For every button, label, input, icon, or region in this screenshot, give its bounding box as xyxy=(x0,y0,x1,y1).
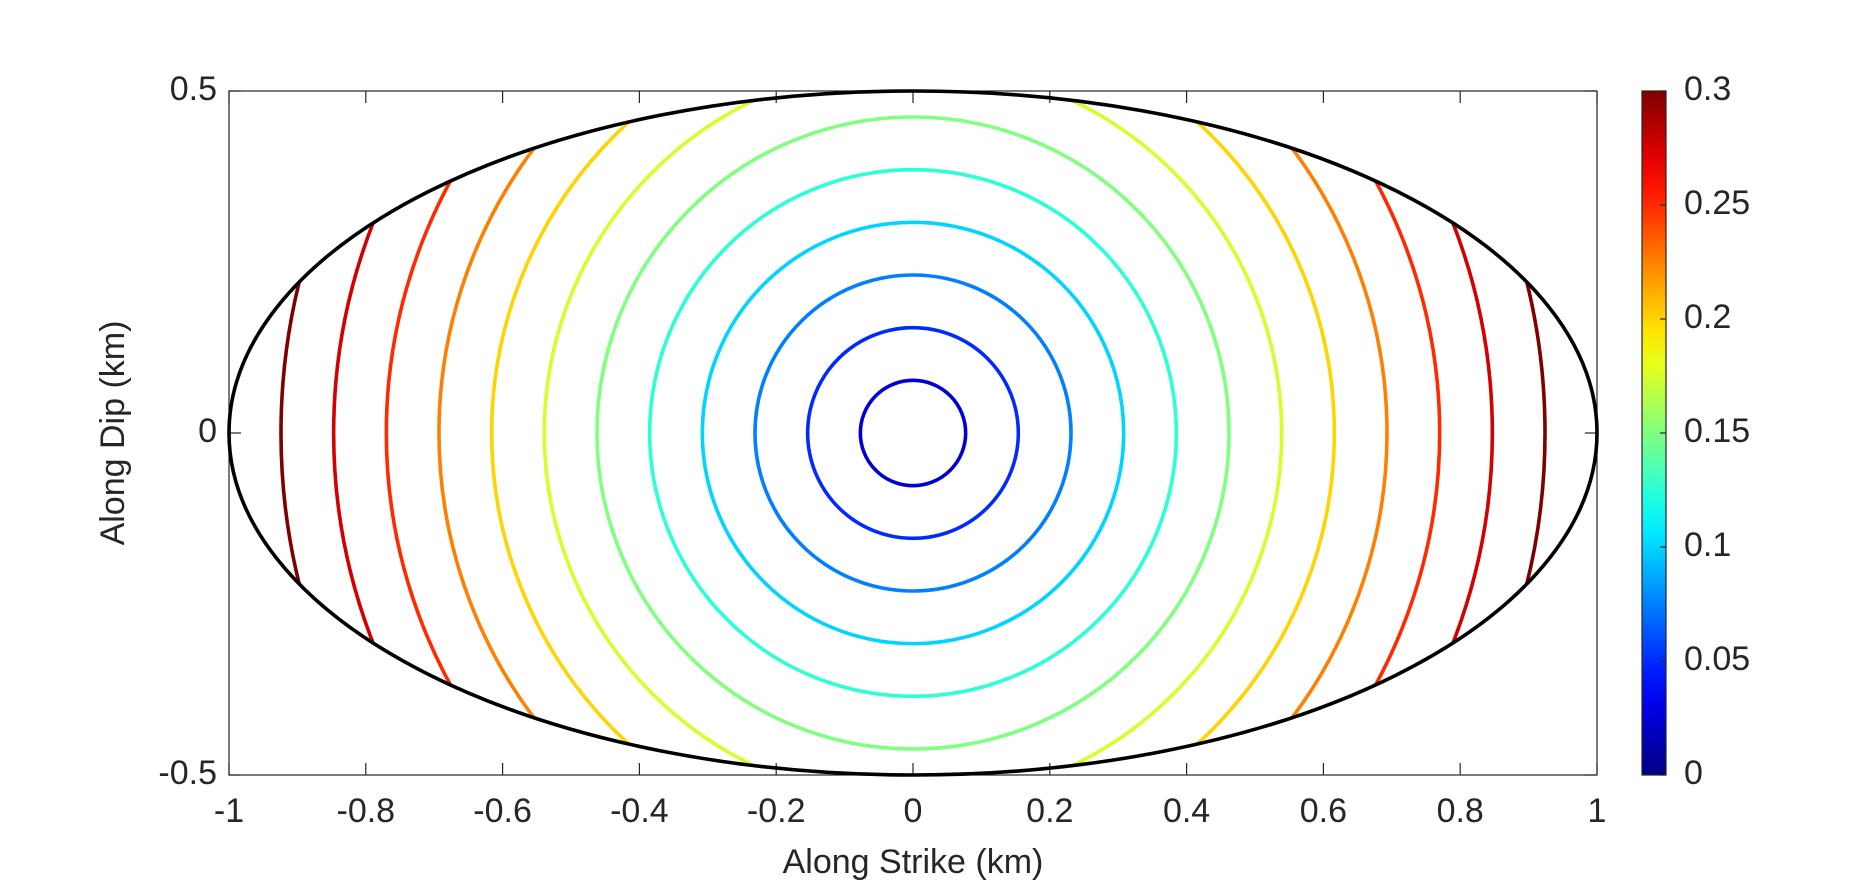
contour-line xyxy=(331,91,1495,775)
contour-line xyxy=(753,273,1073,593)
colorbar-tick-label: 0.1 xyxy=(1684,526,1731,564)
y-tick-label: -0.5 xyxy=(158,754,217,792)
x-tick-label: 0.4 xyxy=(1163,792,1210,830)
contour-line xyxy=(805,325,1021,541)
colorbar-tick-label: 0.3 xyxy=(1684,70,1731,108)
contour-line xyxy=(858,378,968,488)
plot-area xyxy=(228,90,1598,776)
x-tick-label: 0.6 xyxy=(1300,792,1347,830)
contour-line xyxy=(647,167,1179,699)
x-tick-label: -0.8 xyxy=(337,792,396,830)
colorbar-tick-label: 0 xyxy=(1684,754,1703,792)
contour-line xyxy=(700,220,1126,646)
x-axis-label: Along Strike (km) xyxy=(783,843,1044,881)
colorbar-tick-label: 0.05 xyxy=(1684,640,1750,678)
contours xyxy=(279,91,1547,775)
x-tick-label: -0.6 xyxy=(473,792,532,830)
contour-line xyxy=(279,91,1547,775)
contour-line xyxy=(542,91,1284,775)
colorbar-tick-label: 0.15 xyxy=(1684,412,1750,450)
x-tick-label: 0.2 xyxy=(1026,792,1073,830)
y-axis-label: Along Dip (km) xyxy=(94,321,132,546)
colorbar-tick-label: 0.25 xyxy=(1684,184,1750,222)
x-tick-label: -1 xyxy=(214,792,244,830)
x-tick-label: 0 xyxy=(904,792,923,830)
x-tick-label: 1 xyxy=(1588,792,1607,830)
contour-line xyxy=(437,91,1389,775)
contour-line xyxy=(489,91,1337,775)
fault-boundary xyxy=(227,89,1599,777)
contour-line xyxy=(384,91,1442,775)
x-tick-label: -0.2 xyxy=(747,792,806,830)
y-tick-label: 0 xyxy=(198,412,217,450)
colorbar-tick-label: 0.2 xyxy=(1684,298,1731,336)
y-tick-label: 0.5 xyxy=(170,70,217,108)
x-tick-label: 0.8 xyxy=(1437,792,1484,830)
x-tick-label: -0.4 xyxy=(610,792,669,830)
contour-line xyxy=(595,115,1231,751)
